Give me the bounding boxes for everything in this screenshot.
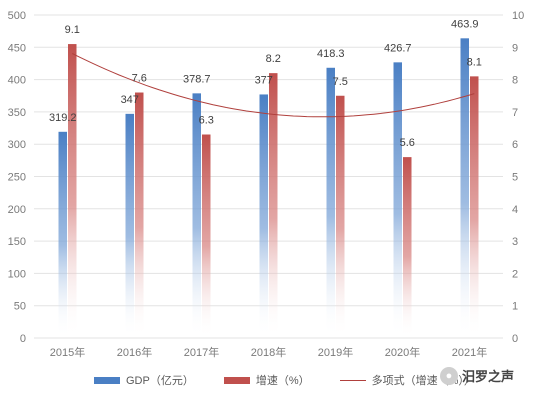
legend-label-rate: 增速（%） <box>255 375 310 387</box>
left-tick-label: 100 <box>8 268 26 280</box>
legend-item-rate: 增速（%） <box>223 372 310 388</box>
bar-gdp <box>58 131 67 338</box>
x-tick-label: 2016年 <box>117 345 152 359</box>
data-label-gdp: 378.7 <box>183 73 211 85</box>
right-tick-label: 5 <box>512 172 518 184</box>
right-tick-label: 2 <box>512 268 518 280</box>
right-tick-label: 4 <box>512 204 518 216</box>
x-tick-label: 2017年 <box>184 345 219 359</box>
bar-gdp <box>259 94 268 338</box>
bar-rate <box>336 95 345 338</box>
legend-swatch-gdp <box>94 376 120 384</box>
data-label-rate: 8.2 <box>266 53 281 65</box>
x-tick-label: 2021年 <box>452 345 487 359</box>
data-label-rate: 7.5 <box>333 76 348 88</box>
data-label-gdp: 377 <box>255 74 273 86</box>
left-tick-label: 350 <box>8 107 26 119</box>
right-tick-label: 9 <box>512 42 518 54</box>
data-label-gdp: 347 <box>121 94 139 106</box>
watermark-text: 汨罗之声 <box>462 369 515 384</box>
x-tick-label: 2020年 <box>385 345 420 359</box>
bar-gdp <box>125 113 134 338</box>
legend-item-gdp: GDP（亿元） <box>94 372 194 388</box>
right-axis-ticks: 0 1 2 3 4 5 6 7 8 9 10 <box>512 10 524 345</box>
legend-swatch-rate <box>223 376 250 384</box>
wechat-icon: ● <box>440 366 458 385</box>
data-label-gdp: 319.2 <box>49 112 77 124</box>
data-label-rate: 6.3 <box>199 115 214 127</box>
bar-rate <box>202 134 211 338</box>
legend-label-gdp: GDP（亿元） <box>126 375 194 387</box>
data-label-rate: 9.1 <box>65 24 80 36</box>
left-tick-label: 50 <box>14 301 26 313</box>
bars <box>58 38 479 339</box>
right-tick-label: 6 <box>512 139 518 151</box>
legend-swatch-trend <box>339 379 366 381</box>
data-label-rate: 5.6 <box>400 137 415 149</box>
left-tick-label: 200 <box>8 204 26 216</box>
bar-rate <box>403 157 412 338</box>
bar-rate <box>135 92 144 339</box>
x-tick-label: 2015年 <box>50 345 85 359</box>
left-tick-label: 450 <box>8 42 26 54</box>
left-tick-label: 250 <box>8 172 26 184</box>
bar-rate <box>68 44 77 338</box>
data-label-rate: 7.6 <box>132 73 147 85</box>
data-label-gdp: 463.9 <box>451 18 479 30</box>
bar-rate <box>470 76 479 339</box>
left-tick-label: 400 <box>8 75 26 87</box>
bar-rate <box>269 73 278 338</box>
gridlines <box>34 14 503 339</box>
left-tick-label: 0 <box>20 333 26 345</box>
data-label-rate: 8.1 <box>467 56 482 68</box>
right-tick-label: 7 <box>512 107 518 119</box>
left-axis-ticks: 0 50 100 150 200 250 300 350 400 450 500 <box>8 10 26 345</box>
bar-gdp <box>393 62 402 338</box>
bar-gdp <box>460 38 469 339</box>
x-tick-label: 2018年 <box>251 345 286 359</box>
data-label-gdp: 426.7 <box>384 42 412 54</box>
data-label-gdp: 418.3 <box>317 48 345 60</box>
x-tick-label: 2019年 <box>318 345 353 359</box>
right-tick-label: 8 <box>512 75 518 87</box>
bar-gdp <box>192 93 201 338</box>
trendline-curve <box>72 53 475 118</box>
right-tick-label: 0 <box>512 333 518 345</box>
bar-gdp <box>326 67 335 338</box>
left-tick-label: 500 <box>8 10 26 22</box>
left-tick-label: 300 <box>8 139 26 151</box>
right-tick-label: 1 <box>512 301 518 313</box>
x-axis-ticks: 2015年 2016年 2017年 2018年 2019年 2020年 2021年 <box>50 345 487 359</box>
right-tick-label: 3 <box>512 236 518 248</box>
data-labels: 319.2 9.1 347 7.6 378.7 6.3 377 8.2 418.3 7.5 426.… <box>49 18 482 149</box>
right-tick-label: 10 <box>512 10 524 22</box>
watermark: ● 汨罗之声 <box>440 366 514 385</box>
left-tick-label: 150 <box>8 236 26 248</box>
